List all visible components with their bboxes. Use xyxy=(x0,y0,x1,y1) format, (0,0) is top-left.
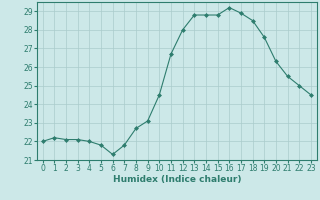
X-axis label: Humidex (Indice chaleur): Humidex (Indice chaleur) xyxy=(113,175,241,184)
